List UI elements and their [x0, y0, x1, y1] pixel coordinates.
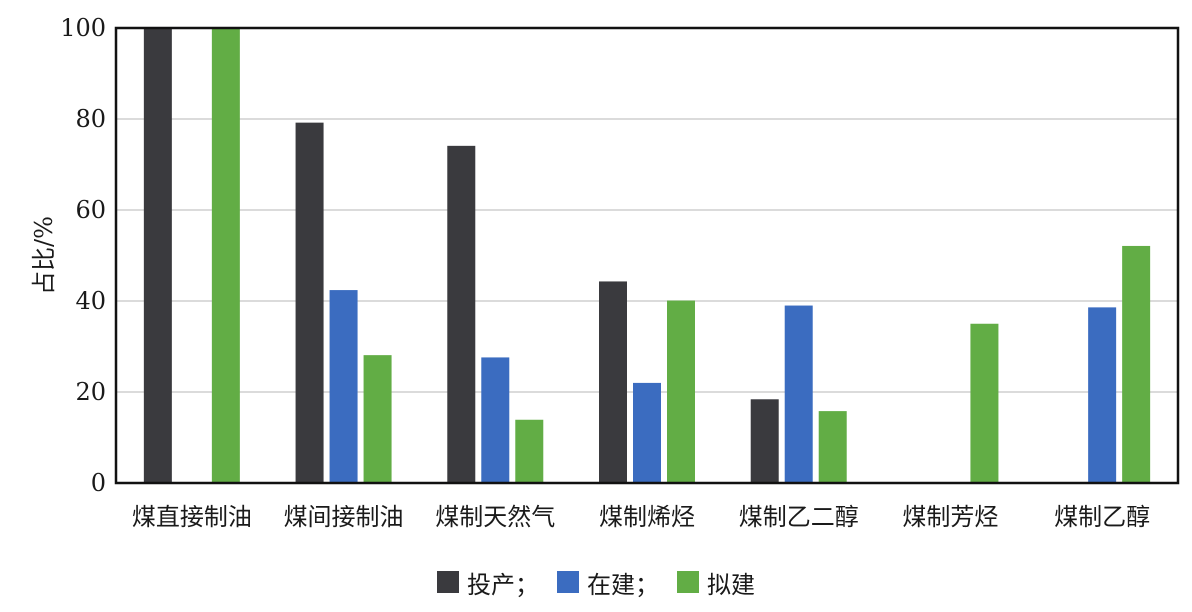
bar-construction	[1088, 307, 1117, 483]
y-tick-label: 80	[75, 105, 106, 133]
x-tick-label: 煤直接制油	[132, 503, 252, 531]
y-tick-label: 60	[75, 196, 106, 224]
bar-planned	[667, 300, 695, 483]
bar-construction	[633, 382, 661, 483]
y-tick-label: 0	[91, 469, 106, 497]
x-tick-labels: 煤直接制油 煤间接制油 煤制天然气 煤制烯烃 煤制乙二醇 煤制芳烃 煤制乙醇	[132, 503, 1150, 531]
x-tick-label: 煤制乙二醇	[739, 503, 859, 531]
legend-swatch-production	[437, 571, 459, 593]
x-tick-label: 煤间接制油	[284, 503, 404, 531]
x-tick-label: 煤制乙醇	[1054, 503, 1150, 531]
bar-planned	[363, 355, 392, 483]
bar-production	[143, 28, 172, 483]
legend: 投产 ； 在建 ； 拟建	[0, 565, 1192, 600]
legend-swatch-planned	[677, 571, 699, 593]
legend-item-construction: 在建 ；	[557, 565, 677, 600]
bar-construction	[481, 357, 510, 483]
bar-planned	[970, 323, 999, 483]
bars	[143, 28, 1151, 483]
bar-production	[447, 145, 476, 483]
legend-swatch-construction	[557, 571, 579, 593]
bar-planned	[818, 411, 847, 483]
bar-construction	[784, 305, 813, 483]
bar-planned	[1122, 245, 1151, 483]
y-axis-label: 占比/%	[30, 216, 58, 295]
bar-production	[750, 399, 779, 483]
x-tick-label: 煤制芳烃	[902, 503, 998, 531]
legend-separator: ；	[515, 570, 539, 599]
y-tick-label: 20	[75, 378, 106, 406]
bar-production	[295, 122, 324, 483]
bar-production	[599, 281, 627, 483]
plot-frame	[114, 26, 1180, 485]
bar-planned	[211, 28, 240, 483]
bar-planned	[515, 419, 544, 483]
legend-separator: ；	[635, 570, 659, 599]
bar-chart: 0 20 40 60 80 100 煤直接制油 煤间接制油 煤制天然气 煤制烯烃 煤制乙二醇 煤制芳…	[30, 14, 1180, 531]
y-tick-labels: 0 20 40 60 80 100	[60, 14, 106, 497]
y-tick-label: 100	[60, 14, 106, 42]
x-tick-label: 煤制天然气	[435, 503, 555, 531]
x-tick-label: 煤制烯烃	[599, 503, 695, 531]
legend-label-production: 投产	[467, 570, 515, 599]
grid-lines	[116, 118, 1178, 393]
legend-item-planned: 拟建	[677, 565, 755, 600]
y-tick-label: 40	[75, 287, 106, 315]
legend-label-planned: 拟建	[707, 570, 755, 599]
legend-label-construction: 在建	[587, 570, 635, 599]
legend-item-production: 投产 ；	[437, 565, 557, 600]
bar-construction	[329, 290, 358, 483]
